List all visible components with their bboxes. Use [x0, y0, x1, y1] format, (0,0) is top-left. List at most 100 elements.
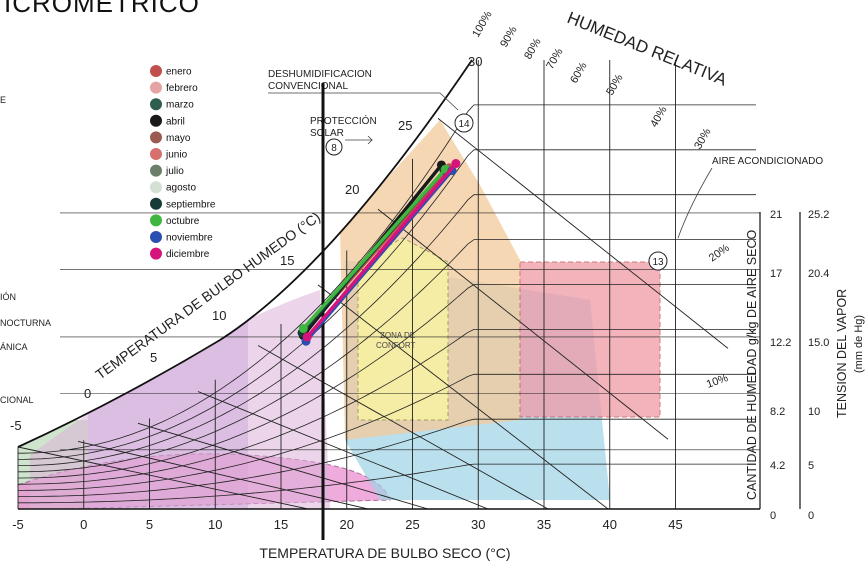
- rh-curve: [18, 149, 756, 460]
- legend-label-septiembre: septiembre: [166, 199, 216, 210]
- x-tick-label: 5: [146, 517, 153, 532]
- humidity-tick-label: 12.2: [770, 337, 791, 349]
- legend-marker-noviembre: [150, 231, 162, 243]
- vapor-axis-ticks: 0 5 10 15.0 20.4 25.2: [808, 209, 829, 522]
- annotation-arrow-solar: [345, 135, 373, 145]
- rh-curve: [18, 104, 756, 454]
- wet-bulb-tick-label: 25: [398, 118, 412, 133]
- rh-tick-label: 90%: [498, 24, 520, 49]
- relative-humidity-label: HUMEDAD RELATIVA: [565, 8, 731, 90]
- wet-bulb-tick-labels: -5 0 5 10 15 20 25 30: [10, 54, 482, 433]
- left-label: NOCTURNA: [0, 318, 51, 328]
- legend-label-marzo: marzo: [166, 100, 194, 111]
- annotation-arrow-deshum: [268, 92, 459, 111]
- wet-bulb-tick-label: 15: [280, 253, 294, 268]
- legend-label-octubre: octubre: [166, 216, 200, 227]
- month-end-diciembre: [451, 159, 461, 169]
- vapor-axis-label: TENSION DEL VAPOR: [835, 289, 849, 418]
- humidity-tick-label: 17: [770, 268, 782, 280]
- svg-text:13: 13: [652, 257, 664, 268]
- humidity-tick-label: 4.2: [770, 460, 785, 472]
- x-tick-label: 0: [80, 517, 87, 532]
- vapor-axis-unit: (mm de Hg): [853, 315, 865, 373]
- legend-marker-julio: [150, 164, 162, 177]
- x-tick-label: -5: [12, 517, 24, 532]
- rh-tick-label: 20%: [707, 242, 732, 265]
- legend-marker-mayo: [150, 131, 162, 144]
- legend-label-junio: junio: [165, 150, 188, 161]
- legend-marker-septiembre: [150, 197, 162, 210]
- annotation-arrow-aire: [677, 167, 713, 239]
- wet-bulb-line: [197, 391, 489, 510]
- page-title: ICROMETRICO: [4, 0, 200, 18]
- wet-bulb-tick-label: 30: [468, 54, 482, 69]
- svg-text:14: 14: [458, 119, 470, 130]
- x-axis-label: TEMPERATURA DE BULBO SECO (°C): [259, 545, 510, 561]
- legend-label-enero: enero: [166, 67, 192, 78]
- x-tick-label: 35: [537, 517, 551, 532]
- rh-tick-label: 30%: [692, 126, 714, 151]
- humidity-tick-label: 0: [770, 510, 776, 522]
- humidity-tick-label: 21: [770, 209, 782, 221]
- zone-yellow: [357, 237, 449, 421]
- wet-bulb-line: [17, 446, 309, 510]
- wet-bulb-tick-label: 20: [345, 182, 359, 197]
- x-tick-label: 20: [340, 517, 354, 532]
- wet-bulb-line: [257, 345, 549, 510]
- wet-bulb-tick-label: 0: [84, 386, 91, 401]
- rh-curve: [18, 239, 756, 473]
- x-tick-labels: -5 0 5 10 15 20 25 30 35 40 45: [12, 517, 683, 532]
- rh-curve: [18, 194, 756, 466]
- vapor-tick-label: 10: [808, 406, 820, 418]
- zone-lilac: [30, 290, 330, 509]
- rh-curve: [18, 329, 756, 485]
- legend-label-noviembre: noviembre: [166, 233, 213, 244]
- wet-bulb-tick-label: -5: [10, 418, 22, 433]
- rh-tick-label: 70%: [544, 46, 566, 71]
- vapor-tick-label: 0: [808, 510, 814, 522]
- strategy-zones: [18, 120, 661, 509]
- vapor-tick-label: 5: [808, 460, 814, 472]
- rh-tick-label: 60%: [568, 60, 590, 85]
- annotation-convencional: CONVENCIONAL: [268, 81, 348, 92]
- wet-bulb-tick-label: 10: [212, 308, 226, 323]
- legend: enero febrero marzo abril mayo junio julio agos…: [150, 65, 216, 260]
- chart-grid: [17, 60, 760, 510]
- rh-curve: [18, 418, 756, 497]
- vapor-tick-label: 25.2: [808, 209, 829, 221]
- wet-bulb-line: [317, 284, 609, 510]
- monthly-lines: [297, 159, 461, 346]
- annotation-aire: AIRE ACONDICIONADO: [712, 156, 823, 167]
- x-tick-label: 15: [274, 517, 288, 532]
- legend-marker-octubre: [150, 214, 162, 227]
- marker-8: 8: [325, 138, 343, 156]
- legend-marker-abril: [150, 114, 162, 127]
- legend-marker-diciembre: [150, 247, 162, 260]
- x-tick-label: 45: [668, 517, 682, 532]
- legend-label-febrero: febrero: [166, 83, 198, 94]
- wet-bulb-line: [137, 422, 429, 510]
- wet-bulb-tick-label: 5: [150, 350, 157, 365]
- wet-bulb-line: [377, 208, 669, 440]
- rh-tick-label: 100%: [470, 9, 495, 40]
- annotation-proteccion: PROTECCIÓN: [310, 114, 377, 127]
- svg-text:8: 8: [331, 143, 337, 154]
- marker-14: 14: [454, 113, 474, 133]
- left-label: E: [0, 95, 6, 105]
- annotation-confort: CONFORT: [376, 341, 416, 350]
- rh-curve: [18, 463, 756, 504]
- legend-label-diciembre: diciembre: [166, 249, 210, 260]
- annotation-zona-de: ZONA DE: [380, 331, 415, 340]
- legend-marker-marzo: [150, 98, 162, 111]
- rh-curve: [18, 284, 756, 479]
- legend-label-julio: julio: [165, 166, 184, 177]
- saturation-curve: [17, 59, 473, 448]
- left-label: CIONAL: [0, 395, 34, 405]
- legend-label-agosto: agosto: [166, 183, 196, 194]
- legend-marker-febrero: [150, 81, 162, 94]
- month-start-diciembre: [302, 332, 312, 342]
- x-tick-label: 25: [405, 517, 419, 532]
- month-line-diciembre: [305, 161, 458, 339]
- legend-marker-agosto: [150, 181, 162, 194]
